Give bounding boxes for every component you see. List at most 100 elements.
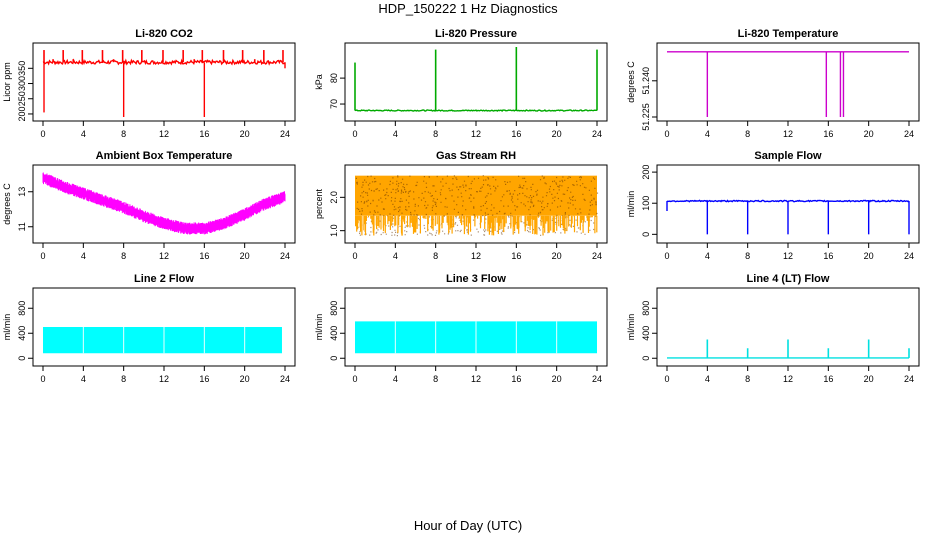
y-tick-label: 51.240 (641, 67, 651, 95)
x-tick-label: 4 (393, 374, 398, 384)
panel-2: Li-820 Pressure 0 4 8 12 16 20 24 70 80 kPa (314, 28, 608, 139)
x-tick-label: 20 (864, 129, 874, 139)
x-tick-label: 0 (352, 129, 357, 139)
x-tick-label: 8 (433, 251, 438, 261)
y-axis-title: ml/min (314, 314, 324, 341)
y-axis-title: percent (314, 188, 324, 219)
x-tick-label: 20 (552, 129, 562, 139)
panel-frame (32, 42, 296, 122)
y-tick-label: 300 (17, 76, 27, 91)
y-tick-label: 13 (17, 187, 27, 197)
x-tick-label: 8 (433, 129, 438, 139)
common-x-axis-label: Hour of Day (UTC) (413, 518, 523, 533)
y-tick-label: 100 (641, 196, 651, 211)
x-tick-label: 8 (121, 374, 126, 384)
x-tick-label: 16 (199, 251, 209, 261)
flow-band (43, 327, 282, 354)
x-tick-label: 16 (823, 251, 833, 261)
x-tick-label: 4 (705, 251, 710, 261)
y-tick-label: 80 (329, 73, 339, 83)
x-tick-label: 24 (280, 129, 290, 139)
x-tick-label: 0 (352, 374, 357, 384)
y-tick-label: 800 (17, 301, 27, 316)
x-tick-label: 16 (199, 374, 209, 384)
plot-area (667, 339, 910, 359)
y-tick-label: 0 (641, 356, 651, 361)
x-tick-label: 16 (511, 129, 521, 139)
x-tick-label: 16 (511, 374, 521, 384)
y-tick-label: 11 (17, 222, 27, 231)
y-axis-title: degrees C (2, 183, 12, 225)
y-axis-title: Licor ppm (2, 62, 12, 102)
panel-frame (656, 42, 920, 122)
x-tick-label: 4 (81, 374, 86, 384)
x-tick-label: 0 (40, 251, 45, 261)
x-tick-label: 12 (159, 129, 169, 139)
panel-title: Li-820 Temperature (738, 28, 839, 40)
x-tick-label: 12 (471, 251, 481, 261)
x-tick-label: 16 (823, 129, 833, 139)
x-tick-label: 12 (783, 251, 793, 261)
x-tick-label: 4 (705, 129, 710, 139)
x-tick-label: 20 (552, 374, 562, 384)
x-tick-label: 0 (664, 251, 669, 261)
x-tick-label: 8 (745, 129, 750, 139)
x-tick-label: 4 (81, 251, 86, 261)
plot-area (355, 321, 597, 354)
x-tick-label: 24 (904, 251, 914, 261)
y-tick-label: 70 (329, 99, 339, 109)
rh-points (355, 175, 599, 237)
panel-5: Gas Stream RH 0 4 8 12 16 20 24 1.0 2.0 percent (314, 150, 608, 261)
rh-dropouts (355, 215, 598, 236)
y-tick-label: 2.0 (329, 191, 339, 204)
series-line (354, 109, 598, 112)
panel-title: Line 2 Flow (134, 273, 194, 285)
x-tick-label: 20 (240, 374, 250, 384)
x-tick-label: 0 (352, 251, 357, 261)
x-tick-label: 20 (240, 129, 250, 139)
y-tick-label: 0 (641, 232, 651, 237)
x-tick-label: 12 (159, 251, 169, 261)
y-tick-label: 200 (641, 165, 651, 180)
y-tick-label: 350 (17, 61, 27, 76)
x-tick-label: 0 (40, 374, 45, 384)
x-tick-label: 12 (783, 129, 793, 139)
y-axis-title: ml/min (626, 314, 636, 341)
y-axis-title: kPa (314, 74, 324, 90)
plot-area (355, 175, 599, 237)
y-tick-label: 800 (329, 301, 339, 316)
plot-area (667, 51, 909, 117)
y-axis-title: degrees C (626, 61, 636, 103)
x-tick-label: 0 (40, 129, 45, 139)
plot-area (43, 327, 282, 354)
panel-title: Ambient Box Temperature (96, 150, 233, 162)
panel-title: Li-820 CO2 (135, 28, 192, 40)
y-tick-label: 400 (17, 326, 27, 341)
plot-area (42, 50, 286, 117)
y-tick-label: 400 (329, 326, 339, 341)
x-tick-label: 24 (280, 374, 290, 384)
x-tick-label: 20 (240, 251, 250, 261)
x-tick-label: 16 (823, 374, 833, 384)
panel-3: Li-820 Temperature 0 4 8 12 16 20 24 51.225 51.24… (626, 28, 920, 139)
plot-area (354, 47, 598, 112)
y-tick-label: 0 (17, 356, 27, 361)
panel-6: Sample Flow 0 4 8 12 16 20 24 0 100 200 ml/min (626, 150, 920, 261)
y-tick-label: 51.225 (641, 103, 651, 131)
plot-area (42, 172, 286, 235)
panel-7: Line 2 Flow 0 4 8 12 16 20 24 0 400 800 ml/min (2, 273, 296, 384)
panel-title: Li-820 Pressure (435, 28, 517, 40)
x-tick-label: 24 (904, 374, 914, 384)
x-tick-label: 16 (511, 251, 521, 261)
panel-9: Line 4 (LT) Flow 0 4 8 12 16 20 24 0 400 800 ml/min (626, 273, 920, 384)
x-tick-label: 8 (745, 374, 750, 384)
x-tick-label: 8 (433, 374, 438, 384)
panel-title: Gas Stream RH (436, 150, 516, 162)
x-tick-label: 12 (159, 374, 169, 384)
x-tick-label: 8 (121, 129, 126, 139)
rh-dense-band (355, 175, 597, 216)
x-tick-label: 12 (471, 374, 481, 384)
figure-title: HDP_150222 1 Hz Diagnostics (378, 1, 558, 16)
x-tick-label: 4 (393, 251, 398, 261)
